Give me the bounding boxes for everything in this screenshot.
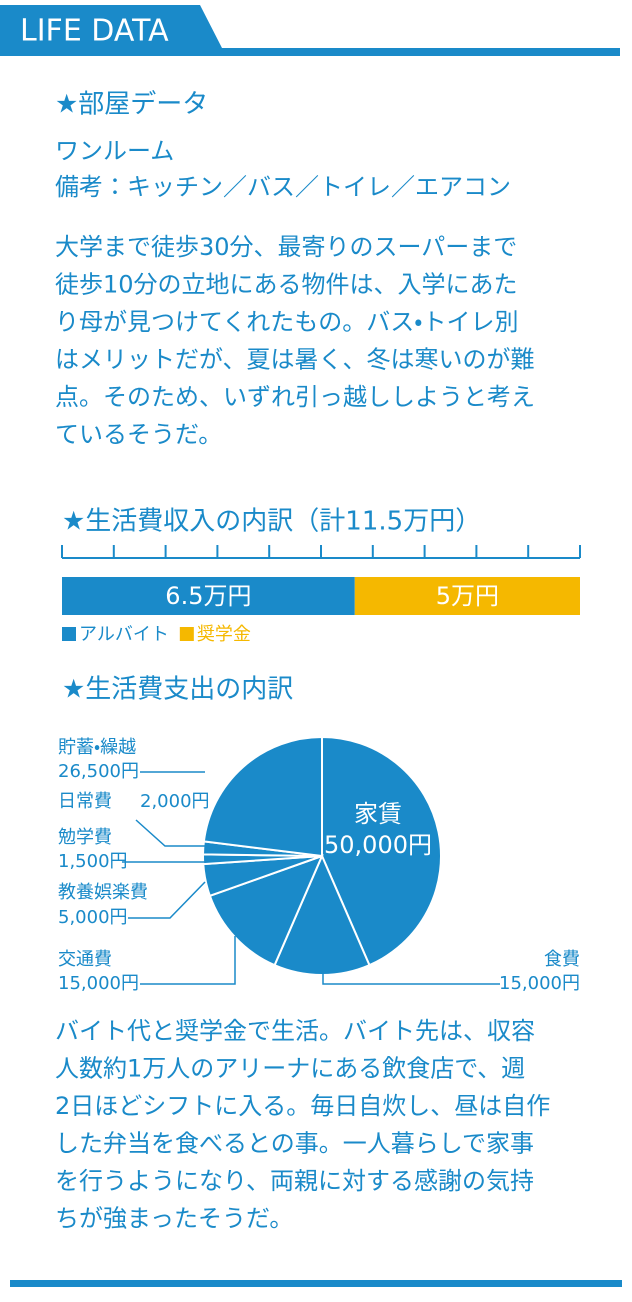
legend-swatch	[62, 627, 76, 641]
paragraph-line: 徒歩10分の立地にある物件は、入学にあた	[55, 271, 518, 299]
leader-line	[128, 881, 206, 919]
bar-segment	[62, 577, 355, 615]
slice-label: 貯蓄・繰越	[58, 737, 136, 758]
bar-segment	[354, 577, 580, 615]
slice-label: 交通費	[58, 949, 112, 970]
paragraph-line: 人数約1万人のアリーナにある飲食店で、週	[55, 1055, 525, 1083]
pie-slice	[321, 735, 442, 967]
slice-value-label: 5,000円	[58, 907, 128, 928]
paragraph-line: 2日ほどシフトに入る。毎日自炊し、昼は自作	[55, 1092, 550, 1120]
room-type: ワンルーム	[55, 137, 174, 165]
paragraph-line: ちが強まったそうだ。	[55, 1205, 293, 1233]
slice-value-label: 15,000円	[499, 973, 580, 994]
chart-title: ★生活費支出の内訳	[62, 675, 293, 705]
room-note: 備考：キッチン／バス／トイレ／エアコン	[55, 173, 511, 201]
slice-value-label: 15,000円	[58, 973, 139, 994]
leader-line	[322, 962, 500, 985]
paragraph-line: した弁当を食べるとの事。一人暮らしで家事	[55, 1130, 534, 1158]
header-band	[0, 5, 620, 56]
leader-line	[135, 819, 206, 847]
slice-label: 教養娯楽費	[58, 882, 148, 903]
header-title: LIFE DATA	[20, 14, 169, 49]
slice-label: 日常費	[58, 791, 112, 812]
footer-line	[10, 1280, 622, 1287]
slice-value-label: 1,500円	[58, 851, 128, 872]
chart-title: ★生活費収入の内訳（計11.5万円）	[62, 507, 481, 537]
legend-label: 奨学金	[197, 624, 251, 645]
paragraph-line: ているそうだ。	[55, 421, 222, 449]
paragraph-line: はメリットだが、夏は暑く、冬は寒いのが難	[55, 346, 535, 374]
room-title: ★部屋データ	[55, 90, 208, 120]
slice-label: 勉学費	[58, 827, 112, 848]
bar-value-label: 6.5万円	[165, 582, 251, 610]
paragraph-line: り母が見つけてくれたもの。バス・トイレ別	[55, 308, 518, 336]
slice-value-label: 50,000円	[324, 831, 432, 859]
pie-slice	[202, 735, 323, 858]
legend-swatch	[179, 627, 194, 641]
paragraph-line: バイト代と奨学金で生活。バイト先は、収容	[55, 1017, 535, 1045]
slice-label: 家賃	[354, 800, 402, 828]
legend-label: アルバイト	[79, 624, 169, 645]
paragraph-line: 大学まで徒歩30分、最寄りのスーパーまで	[55, 233, 517, 261]
bar-value-label: 5万円	[436, 582, 499, 610]
slice-label: 食費	[544, 949, 580, 970]
paragraph-line: 点。そのため、いずれ引っ越ししようと考え	[55, 383, 535, 411]
slice-value-label: 26,500円	[58, 761, 139, 782]
leader-line	[140, 936, 236, 985]
paragraph-line: を行うようになり、両親に対する感謝の気持	[55, 1167, 534, 1195]
pie-slice	[273, 853, 371, 976]
slice-value-label: 2,000円	[140, 791, 210, 812]
